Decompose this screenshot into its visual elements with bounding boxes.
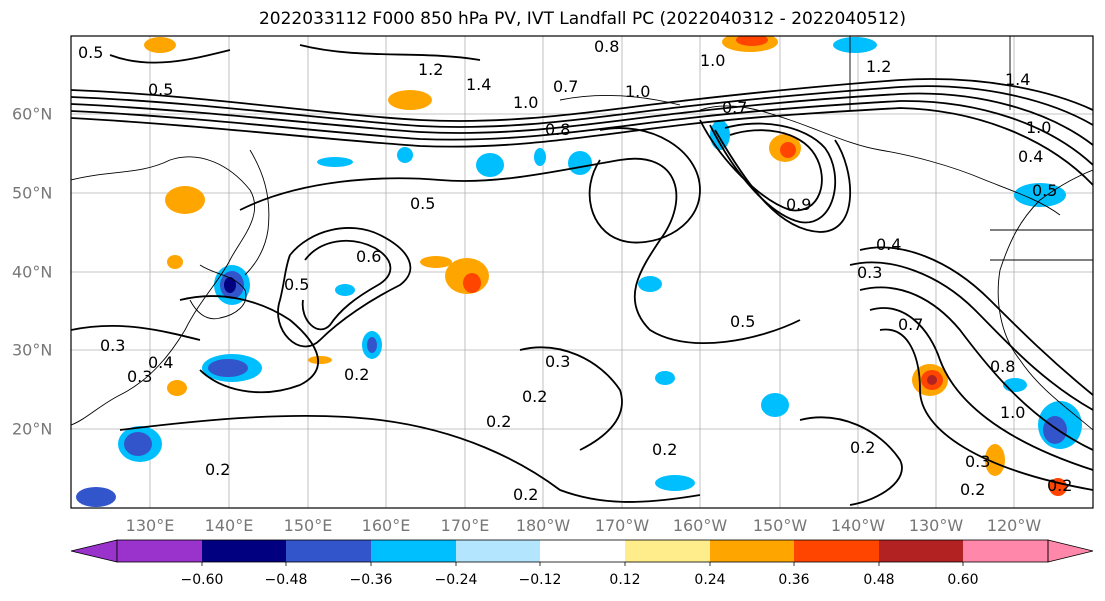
- lon-label: 180°W: [515, 516, 571, 535]
- contour-label: 1.2: [866, 57, 891, 76]
- lon-label: 150°E: [283, 516, 333, 535]
- contour-label: 0.5: [284, 275, 309, 294]
- contour-label: 0.2: [344, 365, 369, 384]
- map-panel: 0.5 0.5 1.2 1.4 1.0 0.7 0.8 1.0 1.0 1.2 …: [70, 35, 1094, 509]
- map-title: 2022033112 F000 850 hPa PV, IVT Landfall…: [258, 9, 906, 29]
- map-frame: [70, 35, 1094, 509]
- pv-shading: [76, 36, 1082, 507]
- lat-label: 20°N: [12, 419, 53, 439]
- colorbar-tick-label: −0.60: [180, 572, 224, 588]
- lat-label: 50°N: [12, 183, 53, 203]
- contour-label: 0.8: [594, 37, 619, 56]
- colorbar-tick-label: 0.48: [863, 572, 895, 588]
- contour-label: 1.0: [1000, 403, 1025, 422]
- ivt-contours: [71, 44, 1093, 506]
- lon-label: 130°E: [125, 516, 175, 535]
- contour-label: 0.2: [1047, 476, 1072, 495]
- lat-label: 40°N: [12, 262, 53, 282]
- contour-label: 1.0: [625, 82, 650, 101]
- lat-label: 30°N: [12, 340, 53, 360]
- colorbar-segment: [371, 540, 456, 562]
- contour-label: 0.2: [513, 485, 538, 504]
- colorbar-segment: [540, 540, 625, 562]
- lon-label: 170°E: [440, 516, 490, 535]
- colorbar-tick-label: 0.12: [609, 572, 641, 588]
- contour-label: 0.8: [990, 357, 1015, 376]
- colorbar-tick-label: −0.36: [349, 572, 393, 588]
- contour-label: 0.3: [857, 263, 882, 282]
- lon-label: 140°E: [204, 516, 254, 535]
- colorbar-extend-low: [70, 539, 118, 563]
- contour-label: 0.2: [522, 387, 547, 406]
- colorbar-tick-label: −0.48: [264, 572, 308, 588]
- contour-label: 1.4: [466, 75, 491, 94]
- contour-label: 0.9: [786, 195, 811, 214]
- contour-label: 0.3: [965, 452, 990, 471]
- lat-label: 60°N: [12, 104, 53, 124]
- contour-label: 0.7: [553, 77, 578, 96]
- lon-label: 160°W: [672, 516, 728, 535]
- contour-label: 0.6: [356, 247, 381, 266]
- contour-label: 0.3: [127, 367, 152, 386]
- contour-label: 1.0: [700, 51, 725, 70]
- contour-label: 0.4: [876, 235, 901, 254]
- contour-label: 0.5: [410, 194, 435, 213]
- gridlines: [71, 36, 1093, 508]
- contour-label: 0.5: [148, 80, 173, 99]
- contour-label: 0.7: [898, 315, 923, 334]
- contour-label: 0.2: [205, 460, 230, 479]
- colorbar-segment: [202, 540, 286, 562]
- lon-label: 130°W: [908, 516, 964, 535]
- lon-label: 160°E: [361, 516, 411, 535]
- contour-label: 0.2: [652, 440, 677, 459]
- colorbar-tick-label: 0.24: [694, 572, 726, 588]
- colorbar-segment: [117, 540, 202, 562]
- contour-label: 0.8: [545, 120, 570, 139]
- coastlines: [71, 36, 1093, 431]
- lon-label: 140°W: [830, 516, 886, 535]
- colorbar-segment: [794, 540, 879, 562]
- contour-label: 0.5: [78, 43, 103, 62]
- colorbar-extend-high: [1047, 539, 1094, 563]
- contour-label: 1.2: [418, 60, 443, 79]
- contour-label: 0.5: [730, 312, 755, 331]
- contour-label: 1.4: [1005, 70, 1030, 89]
- contour-label: 0.4: [1018, 147, 1043, 166]
- colorbar-segment: [286, 540, 371, 562]
- colorbar-tick-label: 0.60: [947, 572, 979, 588]
- contour-labels: 0.5 0.5 1.2 1.4 1.0 0.7 0.8 1.0 1.0 1.2 …: [78, 37, 1072, 504]
- colorbar-segment: [963, 540, 1048, 562]
- lon-label: 120°W: [986, 516, 1042, 535]
- contour-label: 0.2: [486, 412, 511, 431]
- contour-label: 0.7: [722, 98, 747, 117]
- colorbar-tick-label: 0.36: [778, 572, 810, 588]
- contour-label: 1.0: [513, 93, 538, 112]
- contour-label: 1.0: [1026, 118, 1051, 137]
- colorbar-tick-label: −0.12: [518, 572, 562, 588]
- lon-label: 170°W: [594, 516, 650, 535]
- contour-label: 0.5: [1032, 181, 1057, 200]
- contour-label: 0.2: [960, 480, 985, 499]
- colorbar-segment: [879, 540, 963, 562]
- colorbar-segment: [456, 540, 540, 562]
- contour-label: 0.3: [545, 352, 570, 371]
- colorbar-tick-label: −0.24: [434, 572, 478, 588]
- contour-label: 0.4: [148, 353, 173, 372]
- lon-label: 150°W: [752, 516, 808, 535]
- contour-label: 0.3: [100, 336, 125, 355]
- colorbar-segment: [625, 540, 710, 562]
- colorbar-segment: [710, 540, 794, 562]
- contour-label: 0.2: [850, 438, 875, 457]
